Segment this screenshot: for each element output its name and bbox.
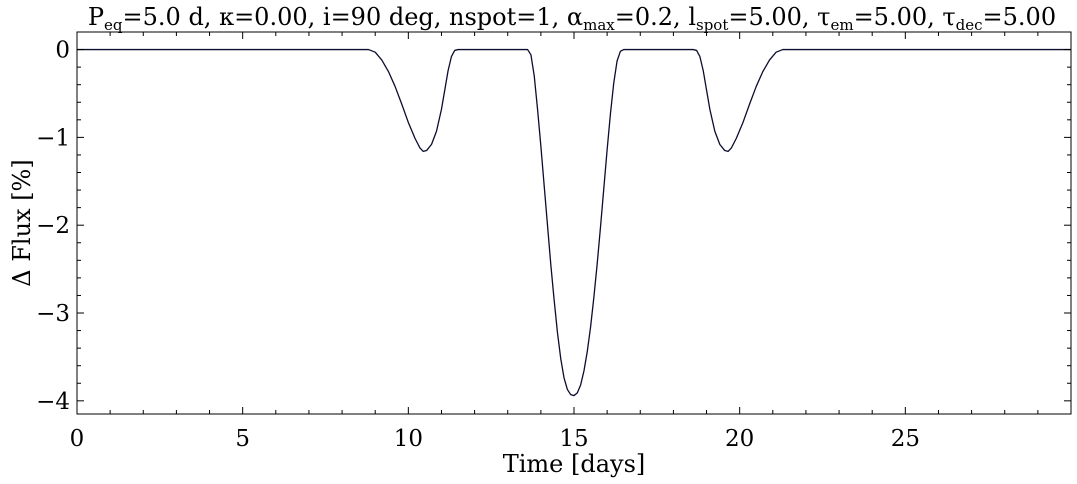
x-tick-label: 0 [70, 426, 85, 452]
x-axis-label: Time [days] [503, 450, 646, 478]
x-tick-label: 15 [559, 426, 588, 452]
title-subscript: dec [956, 16, 983, 34]
title-segment: τ [817, 3, 830, 31]
tick-labels-layer: 0 5 10 15 20 25 0 −1 −2 −3 −4 [36, 38, 920, 452]
title-subscript: eq [104, 16, 123, 34]
title-segment: =5.0 d, [123, 3, 220, 31]
flux-curve [77, 48, 1071, 397]
title-segment: α [567, 3, 583, 31]
title-segment: =5.00, [728, 3, 817, 31]
title-subscript: spot [696, 16, 728, 34]
title-segment: =0.2, [615, 3, 689, 31]
title-segment: =5.00 [983, 3, 1057, 31]
x-tick-label: 20 [725, 426, 754, 452]
title-segment: τ [942, 3, 955, 31]
x-tick-label: 5 [235, 426, 250, 452]
title-subscript: em [830, 16, 853, 34]
title-segment: i [323, 3, 331, 31]
title-subscript: max [583, 16, 615, 34]
ticks-layer [76, 31, 1072, 414]
title-segment: l [688, 3, 696, 31]
y-tick-label: −1 [36, 125, 70, 151]
y-tick-label: −4 [36, 389, 70, 415]
title-segment: =90 deg, nspot=1, [331, 3, 567, 31]
title-segment: κ [219, 3, 234, 31]
title-segment: =0.00, [234, 3, 323, 31]
curve-layer [77, 48, 1071, 397]
plot-frame [76, 31, 1072, 415]
y-tick-label: 0 [55, 38, 70, 64]
title-segment: P [88, 3, 104, 31]
title-segment: =5.00, [854, 3, 943, 31]
y-tick-label: −2 [36, 213, 70, 239]
x-tick-label: 25 [891, 426, 920, 452]
x-tick-label: 10 [394, 426, 423, 452]
y-axis-label: Δ Flux [%] [8, 159, 36, 286]
y-tick-label: −3 [36, 301, 70, 327]
chart-title: Peq=5.0 d, κ=0.00, i=90 deg, nspot=1, αm… [88, 3, 1056, 34]
